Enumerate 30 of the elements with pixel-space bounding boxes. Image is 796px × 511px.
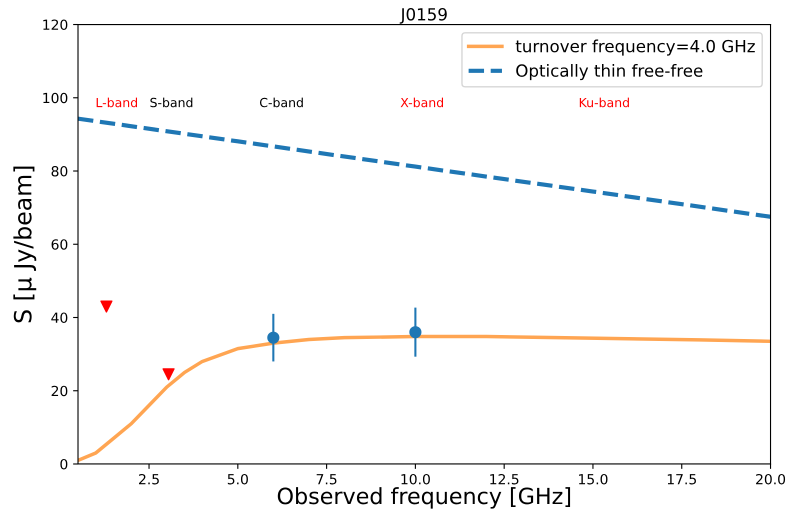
legend-label: turnover frequency=4.0 GHz (516, 40, 755, 56)
y-axis-title: S [μ Jy/beam] (13, 166, 36, 322)
x-tick-label: 7.5 (316, 474, 336, 484)
y-tick-label: 100 (43, 92, 68, 104)
point (267, 332, 280, 344)
annotation: X-band (400, 98, 444, 108)
y-tick-label: 0 (60, 458, 68, 470)
annotation: L-band (96, 98, 138, 108)
y-tick-label: 20 (52, 386, 68, 396)
x-tick-label: 10.0 (401, 474, 430, 484)
x-tick-label: 15.0 (579, 474, 608, 484)
x-axis-title: Observed frequency [GHz] (278, 487, 570, 509)
x-tick-label: 5.0 (228, 474, 248, 484)
annotation: Ku-band (580, 98, 629, 108)
x-tick-label: 20.0 (756, 474, 786, 484)
annotation: S-band (150, 98, 192, 108)
point (100, 300, 112, 313)
x-tick-label: 2.5 (139, 474, 159, 484)
annotation: C-band (260, 98, 303, 108)
point (162, 368, 175, 380)
y-tick-label: 60 (52, 239, 68, 250)
chart-title: J0159 (400, 8, 447, 24)
x-tick-label: 17.5 (668, 474, 696, 484)
y-tick-label: 120 (43, 19, 68, 30)
point (409, 326, 422, 338)
y-tick-label: 80 (52, 166, 68, 176)
legend-label: Optically thin free-free (516, 64, 702, 80)
y-tick-label: 40 (51, 312, 68, 323)
line-series (78, 116, 771, 219)
x-tick-label: 12.5 (490, 474, 518, 484)
